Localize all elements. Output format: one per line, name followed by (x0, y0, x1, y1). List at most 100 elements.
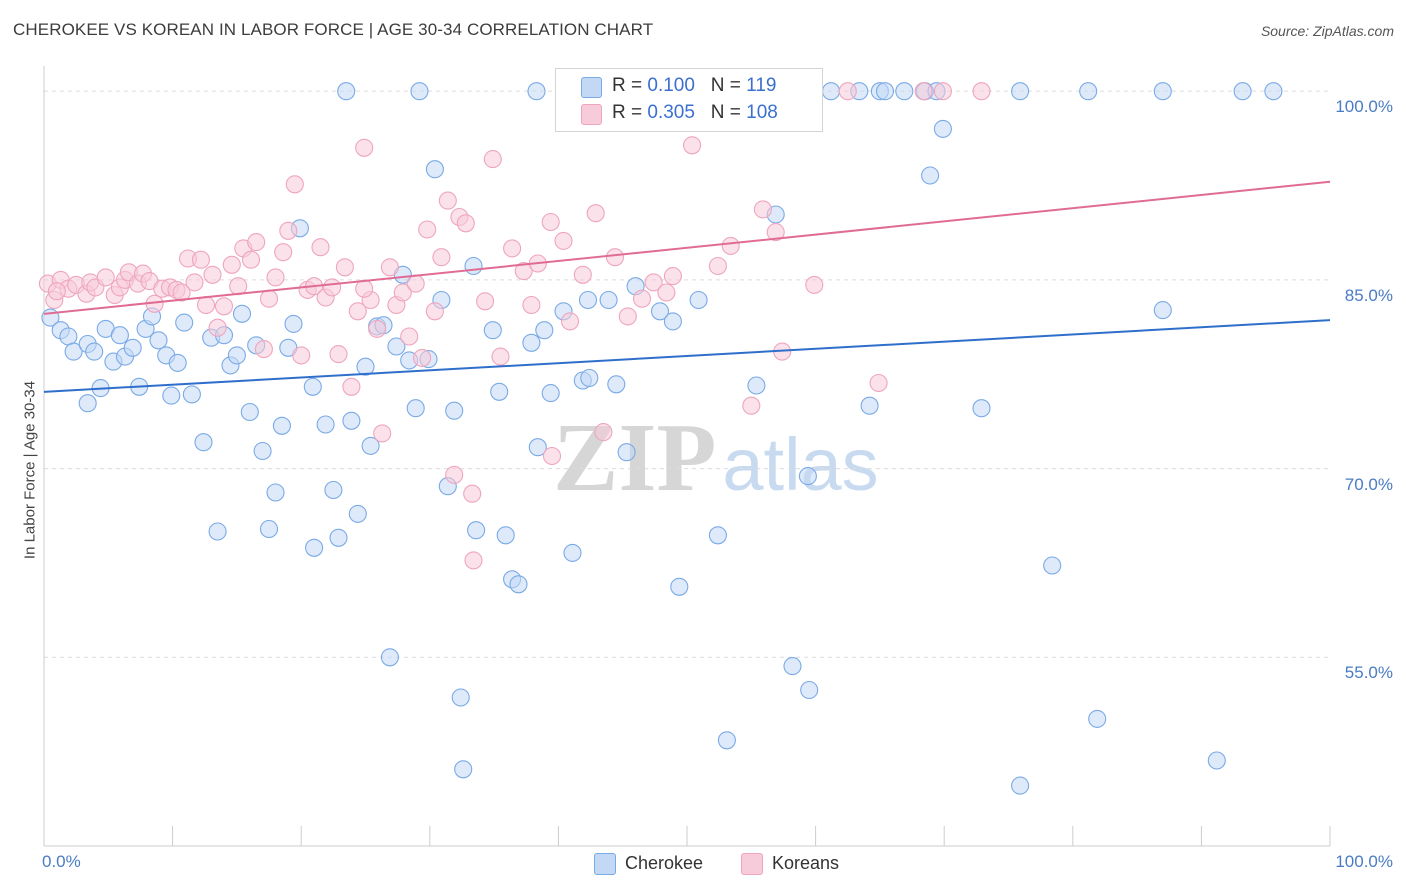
cherokee-point (578, 290, 598, 310)
koreans-point (522, 295, 541, 315)
koreans-point (368, 319, 387, 338)
koreans-point (933, 82, 952, 101)
koreans-point (632, 289, 652, 308)
koreans-point (708, 256, 727, 276)
watermark-zip: ZIP (553, 404, 717, 512)
koreans-point (663, 267, 682, 286)
koreans-point (463, 484, 482, 503)
cherokee-point (599, 290, 618, 310)
koreans-point (413, 348, 432, 367)
cherokee-point (1153, 301, 1172, 320)
y-tick-label: 55.0% (1344, 663, 1393, 683)
koreans-point (914, 82, 933, 101)
cherokee-point (123, 338, 142, 357)
koreans-point (644, 273, 663, 292)
koreans-point (285, 175, 304, 194)
cherokee-point (895, 82, 914, 101)
koreans-point (241, 250, 261, 269)
koreans-point (476, 292, 495, 311)
koreans-point (247, 233, 266, 252)
koreans-point (329, 345, 348, 364)
legend-swatch-koreans (581, 104, 602, 125)
cherokee-point (875, 82, 895, 101)
cherokee-point (717, 731, 736, 750)
cherokee-point (663, 312, 682, 331)
cherokee-point (110, 326, 129, 345)
cherokee-point (194, 433, 213, 452)
cherokee-point (59, 327, 78, 346)
cherokee-point (85, 342, 104, 361)
cherokee-point (821, 82, 841, 101)
legend-n-value: 108 (746, 102, 778, 123)
koreans-point (279, 221, 298, 240)
koreans-point (766, 223, 785, 242)
koreans-point (259, 289, 279, 308)
chart-title: CHEROKEE VS KOREAN IN LABOR FORCE | AGE … (13, 20, 654, 39)
cherokee-point (1079, 82, 1098, 101)
cherokee-point (527, 82, 546, 101)
legend-n-label: N = (710, 102, 741, 123)
cherokee-point (1011, 776, 1030, 795)
koreans-point (380, 258, 399, 277)
cherokee-point (1207, 751, 1226, 770)
koreans-point (560, 312, 580, 331)
data-points (38, 82, 1283, 795)
gridlines (44, 90, 1330, 658)
koreans-point (373, 424, 392, 443)
cherokee-point (541, 384, 560, 403)
legend-swatch-cherokee (594, 853, 616, 875)
cherokee-point (64, 342, 83, 361)
cherokee-point (860, 396, 879, 415)
koreans-point (425, 302, 444, 321)
cherokee-point (253, 441, 272, 461)
koreans-point (96, 268, 115, 287)
cherokee-point (798, 467, 817, 486)
cherokee-point (272, 416, 291, 435)
koreans-point (657, 283, 676, 302)
koreans-point (47, 282, 66, 301)
cherokee-point (303, 377, 322, 396)
cherokee-point (522, 333, 541, 352)
x-tick-label: 0.0% (42, 852, 81, 871)
cherokee-point (232, 304, 252, 323)
cherokee-point (208, 522, 227, 541)
koreans-point (432, 248, 451, 267)
cherokee-point (259, 519, 279, 539)
cherokee-point (509, 575, 528, 594)
koreans-point (208, 318, 227, 337)
koreans-point (196, 295, 216, 315)
koreans-point (438, 191, 457, 210)
koreans-point (191, 250, 210, 269)
koreans-point (753, 200, 772, 219)
trend-lines (43, 180, 1331, 393)
koreans-point (483, 150, 502, 169)
watermark-atlas: atlas (722, 423, 879, 506)
koreans-point (418, 220, 437, 239)
koreans-point (618, 307, 637, 326)
koreans-point (838, 82, 857, 101)
koreans-point (594, 423, 613, 442)
koreans-point (573, 265, 592, 284)
koreans-point (335, 258, 354, 277)
koreans-point (542, 446, 562, 466)
cherokee-point (670, 577, 689, 596)
cherokee-point (563, 543, 582, 562)
cherokee-point (467, 521, 486, 540)
cherokee-point (535, 321, 554, 340)
koreans-point (605, 248, 625, 267)
koreans-point (355, 279, 374, 298)
koreans-point (514, 262, 533, 281)
koreans-point (214, 297, 234, 316)
koreans-point (400, 327, 419, 346)
koreans-point (203, 265, 222, 284)
legend-label-cherokee: Cherokee (625, 853, 704, 873)
cherokee-point (1043, 556, 1062, 575)
koreans-point (742, 396, 761, 415)
cherokee-point (689, 290, 708, 310)
cherokee-point (580, 368, 599, 388)
koreans-point (721, 236, 740, 255)
koreans-point (683, 136, 702, 155)
y-tick-label: 100.0% (1335, 97, 1393, 117)
koreans-point (266, 268, 285, 287)
cherokee-point (329, 528, 348, 547)
